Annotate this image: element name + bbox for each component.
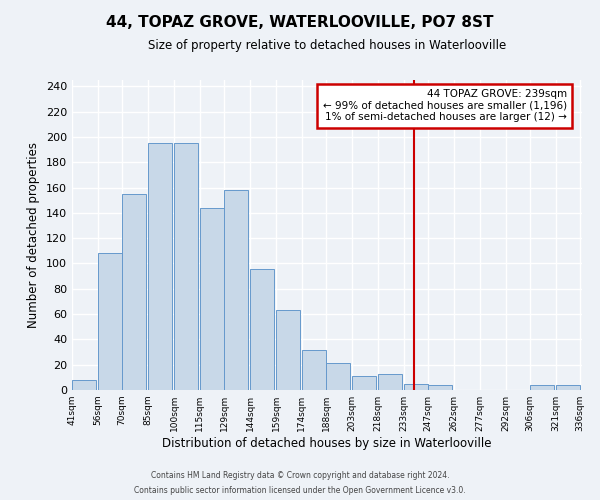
X-axis label: Distribution of detached houses by size in Waterlooville: Distribution of detached houses by size … xyxy=(162,437,492,450)
Bar xyxy=(200,208,224,390)
Bar xyxy=(326,364,350,390)
Bar xyxy=(122,194,146,390)
Bar xyxy=(428,385,452,390)
Bar xyxy=(530,385,554,390)
Bar xyxy=(98,254,122,390)
Title: Size of property relative to detached houses in Waterlooville: Size of property relative to detached ho… xyxy=(148,40,506,52)
Bar xyxy=(250,268,274,390)
Text: Contains HM Land Registry data © Crown copyright and database right 2024.: Contains HM Land Registry data © Crown c… xyxy=(151,471,449,480)
Bar xyxy=(556,385,580,390)
Text: Contains public sector information licensed under the Open Government Licence v3: Contains public sector information licen… xyxy=(134,486,466,495)
Bar xyxy=(224,190,248,390)
Bar xyxy=(404,384,428,390)
Bar xyxy=(174,144,198,390)
Bar xyxy=(148,144,172,390)
Bar xyxy=(352,376,376,390)
Bar xyxy=(276,310,300,390)
Text: 44 TOPAZ GROVE: 239sqm
← 99% of detached houses are smaller (1,196)
1% of semi-d: 44 TOPAZ GROVE: 239sqm ← 99% of detached… xyxy=(323,90,567,122)
Bar xyxy=(302,350,326,390)
Text: 44, TOPAZ GROVE, WATERLOOVILLE, PO7 8ST: 44, TOPAZ GROVE, WATERLOOVILLE, PO7 8ST xyxy=(106,15,494,30)
Bar xyxy=(72,380,96,390)
Bar xyxy=(378,374,402,390)
Y-axis label: Number of detached properties: Number of detached properties xyxy=(28,142,40,328)
